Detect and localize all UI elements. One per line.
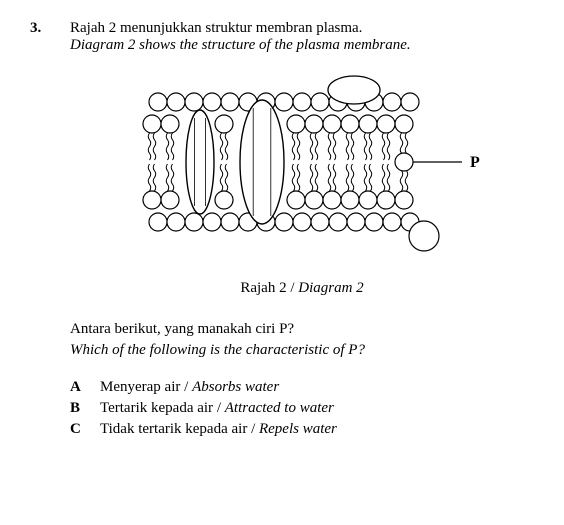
caption-ms: Rajah 2 — [240, 280, 286, 296]
caption-sep: / — [287, 280, 299, 296]
stem-ms: Rajah 2 menunjukkan struktur membran pla… — [70, 20, 534, 37]
subquestion-ms: Antara berikut, yang manakah ciri P? — [70, 321, 534, 338]
choice-letter: B — [70, 400, 100, 417]
choice-text: Tidak tertarik kepada air / Repels water — [100, 421, 337, 438]
answer-choices: A Menyerap air / Absorbs water B Tertari… — [70, 379, 534, 438]
choice-text: Menyerap air / Absorbs water — [100, 379, 279, 396]
subquestion-en: Which of the following is the characteri… — [70, 342, 534, 359]
choice-letter: C — [70, 421, 100, 438]
plasma-membrane-diagram: P — [112, 72, 492, 272]
diagram-caption: Rajah 2 / Diagram 2 — [70, 280, 534, 297]
caption-en: Diagram 2 — [298, 280, 363, 296]
diagram-container: P — [70, 72, 534, 272]
question-number: 3. — [30, 20, 70, 37]
stem-en: Diagram 2 shows the structure of the pla… — [70, 37, 534, 54]
choice-text: Tertarik kepada air / Attracted to water — [100, 400, 334, 417]
choice-row: A Menyerap air / Absorbs water — [70, 379, 534, 396]
choice-letter: A — [70, 379, 100, 396]
choice-row: B Tertarik kepada air / Attracted to wat… — [70, 400, 534, 417]
svg-text:P: P — [470, 154, 480, 171]
choice-row: C Tidak tertarik kepada air / Repels wat… — [70, 421, 534, 438]
question-body: Rajah 2 menunjukkan struktur membran pla… — [70, 20, 534, 442]
